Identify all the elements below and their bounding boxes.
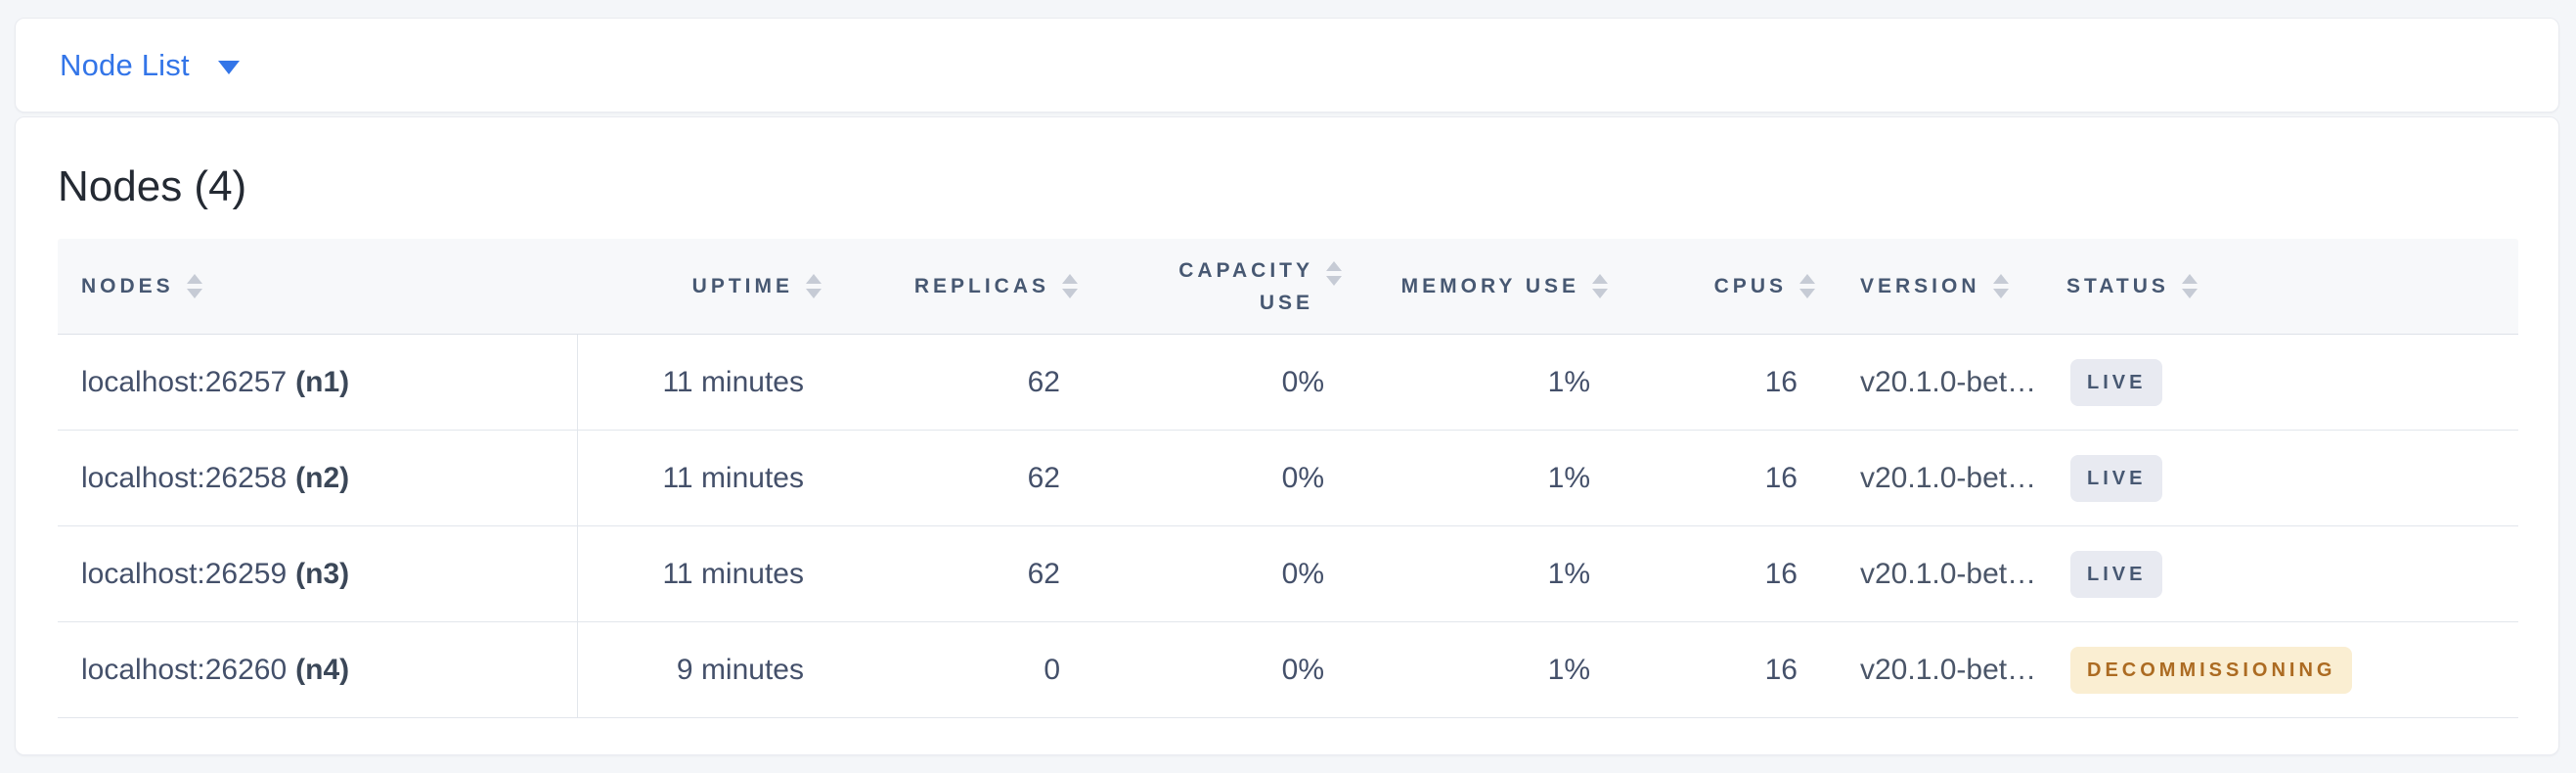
- sort-up-arrow-icon: [1326, 260, 1342, 271]
- node-id: (n2): [295, 461, 350, 494]
- replicas-cell: 62: [1027, 557, 1060, 590]
- node-id: (n1): [295, 365, 350, 398]
- sort-up-arrow-icon: [1592, 274, 1608, 284]
- memory-use-cell: 1%: [1547, 557, 1590, 590]
- column-header-memory-use[interactable]: MEMORY USE: [1348, 239, 1614, 334]
- uptime-cell: 11 minutes: [662, 557, 804, 590]
- column-header-label: CAPACITY USE: [1178, 258, 1313, 314]
- capacity-use-cell: 0%: [1281, 653, 1324, 686]
- sort-icon[interactable]: [1062, 274, 1078, 298]
- column-header-replicas[interactable]: REPLICAS: [827, 239, 1084, 334]
- node-address: localhost:26258: [81, 461, 288, 494]
- capacity-use-cell: 0%: [1281, 557, 1324, 590]
- sort-down-arrow-icon: [1992, 289, 2009, 298]
- sort-up-arrow-icon: [1992, 274, 2009, 284]
- node-address-cell: localhost:26260 (n4): [58, 622, 578, 717]
- node-address-cell: localhost:26259 (n3): [58, 526, 578, 621]
- sort-down-arrow-icon: [1592, 289, 1608, 298]
- status-cell: LIVE: [2051, 431, 2518, 525]
- sort-up-arrow-icon: [2181, 274, 2198, 284]
- page-title: Nodes (4): [58, 162, 247, 210]
- status-badge: LIVE: [2070, 454, 2163, 502]
- sort-icon[interactable]: [1992, 274, 2009, 298]
- sort-up-arrow-icon: [186, 274, 202, 284]
- status-badge: LIVE: [2070, 550, 2163, 598]
- sort-down-arrow-icon: [2181, 289, 2198, 298]
- status-badge: DECOMMISSIONING: [2070, 646, 2353, 694]
- memory-use-cell: 1%: [1547, 461, 1590, 494]
- uptime-cell: 11 minutes: [662, 365, 804, 398]
- sort-icon[interactable]: [1799, 274, 1815, 298]
- column-header-label: STATUS: [2066, 275, 2169, 297]
- replicas-cell: 0: [1044, 653, 1060, 686]
- node-id: (n4): [295, 653, 350, 686]
- column-header-status[interactable]: STATUS: [2051, 239, 2518, 334]
- column-header-label: VERSION: [1860, 275, 1980, 297]
- column-header-nodes[interactable]: NODES: [58, 239, 578, 334]
- uptime-cell: 9 minutes: [676, 653, 804, 686]
- table-body: localhost:26257 (n1) 11 minutes 62 0% 1% 16 v20…: [58, 335, 2518, 718]
- column-header-label: CPUS: [1713, 275, 1787, 297]
- node-address: localhost:26257: [81, 365, 288, 398]
- memory-use-cell: 1%: [1547, 653, 1590, 686]
- column-header-capacity-use[interactable]: CAPACITY USE: [1084, 239, 1348, 334]
- status-cell: LIVE: [2051, 526, 2518, 621]
- sort-up-arrow-icon: [1062, 274, 1078, 284]
- uptime-cell: 11 minutes: [662, 461, 804, 494]
- version-cell: v20.1.0-bet…: [1860, 557, 2037, 590]
- column-header-version[interactable]: VERSION: [1821, 239, 2051, 334]
- capacity-use-cell: 0%: [1281, 365, 1324, 398]
- version-cell: v20.1.0-bet…: [1860, 653, 2037, 686]
- memory-use-cell: 1%: [1547, 365, 1590, 398]
- sort-up-arrow-icon: [806, 274, 822, 284]
- cpus-cell: 16: [1764, 461, 1798, 494]
- node-address: localhost:26260: [81, 653, 288, 686]
- table-row: localhost:26260 (n4) 9 minutes 0 0% 1% 16 v20.1…: [58, 622, 2518, 718]
- node-address-cell: localhost:26258 (n2): [58, 431, 578, 525]
- replicas-cell: 62: [1027, 365, 1060, 398]
- status-cell: DECOMMISSIONING: [2051, 622, 2518, 717]
- sort-up-arrow-icon: [1799, 274, 1815, 284]
- column-header-uptime[interactable]: UPTIME: [578, 239, 827, 334]
- view-switcher-label: Node List: [60, 47, 190, 82]
- sort-icon[interactable]: [806, 274, 822, 298]
- sort-icon[interactable]: [2181, 274, 2198, 298]
- sort-down-arrow-icon: [1799, 289, 1815, 298]
- version-cell: v20.1.0-bet…: [1860, 365, 2037, 398]
- node-address-cell: localhost:26257 (n1): [58, 335, 578, 430]
- caret-down-icon: [217, 60, 240, 74]
- column-header-label: NODES: [81, 275, 174, 297]
- sort-icon[interactable]: [1326, 260, 1342, 286]
- capacity-use-cell: 0%: [1281, 461, 1324, 494]
- sort-down-arrow-icon: [1326, 275, 1342, 286]
- sort-down-arrow-icon: [806, 289, 822, 298]
- version-cell: v20.1.0-bet…: [1860, 461, 2037, 494]
- sort-icon[interactable]: [1592, 274, 1608, 298]
- column-header-cpus[interactable]: CPUS: [1614, 239, 1821, 334]
- column-header-label: REPLICAS: [913, 275, 1049, 297]
- sort-down-arrow-icon: [186, 289, 202, 298]
- node-table: NODES UPTIME REPLICAS CAPACITY USE MEMORY USE…: [58, 239, 2518, 718]
- table-row: localhost:26258 (n2) 11 minutes 62 0% 1% 16 v20…: [58, 431, 2518, 526]
- cpus-cell: 16: [1764, 365, 1798, 398]
- nodes-card: Nodes (4) NODES UPTIME REPLICAS CAPACITY USE…: [15, 116, 2559, 755]
- sort-down-arrow-icon: [1062, 289, 1078, 298]
- view-switcher-bar: Node List: [15, 18, 2559, 113]
- replicas-cell: 62: [1027, 461, 1060, 494]
- cpus-cell: 16: [1764, 653, 1798, 686]
- column-header-label: MEMORY USE: [1400, 275, 1579, 297]
- node-address: localhost:26259: [81, 557, 288, 590]
- node-id: (n3): [295, 557, 350, 590]
- status-badge: LIVE: [2070, 358, 2163, 406]
- table-row: localhost:26259 (n3) 11 minutes 62 0% 1% 16 v20…: [58, 526, 2518, 622]
- table-row: localhost:26257 (n1) 11 minutes 62 0% 1% 16 v20…: [58, 335, 2518, 431]
- sort-icon[interactable]: [186, 274, 202, 298]
- view-switcher-dropdown[interactable]: Node List: [60, 48, 240, 83]
- table-header-row: NODES UPTIME REPLICAS CAPACITY USE MEMORY USE…: [58, 239, 2518, 335]
- status-cell: LIVE: [2051, 335, 2518, 430]
- column-header-label: UPTIME: [691, 275, 793, 297]
- cpus-cell: 16: [1764, 557, 1798, 590]
